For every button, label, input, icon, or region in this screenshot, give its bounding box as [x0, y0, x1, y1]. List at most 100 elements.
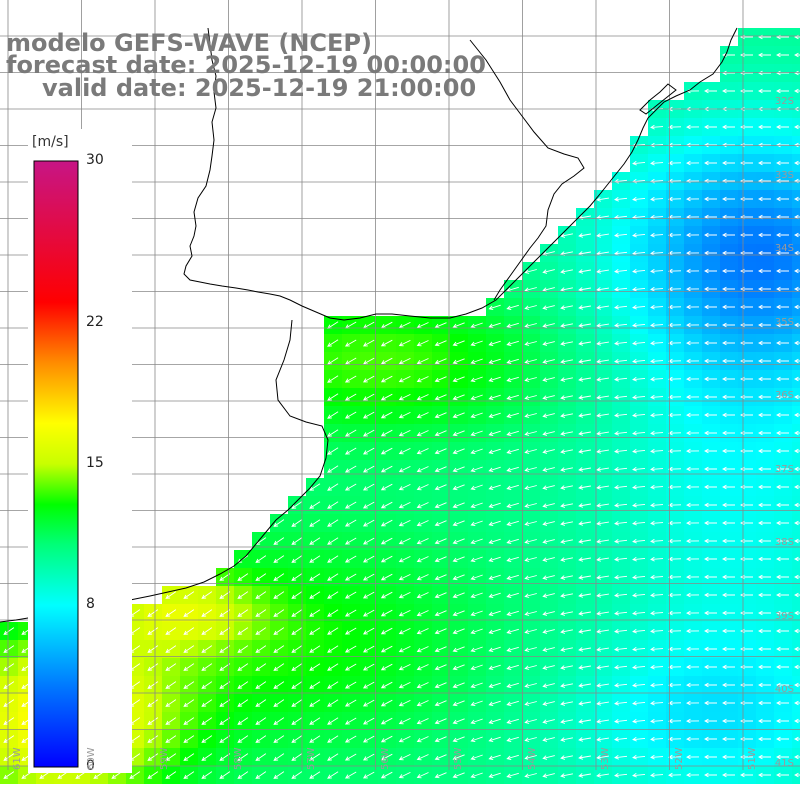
wind-arrow [722, 538, 735, 544]
wind-arrow [506, 484, 519, 490]
wind-arrow [524, 647, 537, 652]
wind-arrow [524, 323, 537, 328]
wind-arrow [668, 502, 682, 508]
wind-arrow [722, 268, 735, 274]
wind-arrow [722, 646, 735, 652]
wind-arrow [758, 124, 771, 130]
wind-arrow [686, 232, 700, 238]
wind-arrow [668, 412, 682, 418]
wind-arrow [344, 375, 357, 383]
wind-arrow [686, 574, 700, 580]
wind-arrow [632, 412, 646, 418]
wind-arrow [470, 340, 483, 347]
wind-arrow [416, 484, 429, 491]
wind-arrow [632, 340, 646, 346]
wind-arrow [452, 484, 465, 491]
latitude-label: 34S [774, 243, 794, 254]
wind-arrow [704, 628, 717, 634]
wind-arrow [291, 609, 303, 617]
wind-arrow [758, 412, 771, 418]
wind-arrow [596, 323, 609, 328]
wind-arrow [309, 591, 321, 599]
wind-arrow [309, 555, 321, 563]
wind-arrow [291, 555, 303, 563]
wind-arrow [255, 771, 267, 779]
wind-arrow [506, 448, 519, 454]
wind-arrow [560, 647, 573, 652]
wind-arrow [273, 555, 285, 563]
wind-arrow [488, 700, 501, 707]
wind-arrow [434, 718, 447, 725]
wind-arrow [380, 591, 393, 599]
wind-arrow [3, 627, 15, 635]
wind-arrow [560, 413, 573, 418]
wind-arrow [524, 557, 537, 562]
wind-arrow [470, 664, 483, 671]
wind-arrow [758, 448, 771, 454]
wind-arrow [398, 735, 411, 743]
wind-arrow [255, 681, 267, 689]
wind-arrow [686, 412, 700, 418]
wind-arrow [614, 665, 628, 670]
wind-arrow [560, 485, 573, 490]
wind-arrow [362, 717, 375, 725]
wind-arrow [273, 753, 285, 761]
wind-arrow [470, 448, 483, 455]
wind-arrow [488, 394, 501, 401]
wind-arrow [686, 736, 700, 742]
wind-arrow [165, 591, 177, 599]
wind-arrow [524, 575, 537, 580]
wind-arrow [614, 539, 628, 544]
wind-arrow [596, 611, 609, 616]
wind-arrow [794, 88, 800, 94]
wind-arrow [794, 304, 800, 310]
wind-arrow [309, 735, 321, 743]
wind-arrow [668, 340, 682, 346]
wind-arrow [273, 717, 285, 725]
wind-arrow [704, 592, 717, 598]
wind-arrow [309, 699, 321, 707]
longitude-label: 58W [232, 747, 244, 770]
wind-arrow [722, 700, 735, 706]
wind-arrow [632, 286, 646, 292]
wind-arrow [201, 609, 213, 617]
wind-arrow [722, 466, 735, 472]
wind-arrow [542, 323, 555, 328]
wind-arrow [542, 575, 555, 580]
wind-arrow [686, 610, 700, 616]
wind-arrow [596, 269, 609, 274]
wind-arrow [255, 573, 267, 581]
wind-arrow [398, 573, 411, 581]
wind-arrow [506, 718, 519, 724]
wind-arrow [722, 556, 735, 562]
wind-arrow [380, 519, 393, 527]
wind-arrow [704, 718, 717, 724]
wind-arrow [362, 501, 375, 509]
wind-arrow [542, 485, 555, 490]
wind-arrow [434, 376, 447, 383]
wind-arrow [668, 322, 682, 328]
wind-arrow [704, 664, 717, 670]
wind-arrow [291, 501, 303, 509]
wind-arrow [488, 592, 501, 599]
wind-arrow [344, 609, 357, 617]
wind-arrow [794, 268, 800, 274]
wind-arrow [327, 717, 339, 725]
longitude-label: 52W [673, 747, 685, 770]
wind-arrow [578, 413, 591, 418]
wind-arrow [776, 592, 789, 598]
wind-arrow [506, 358, 519, 364]
wind-arrow [434, 556, 447, 563]
wind-arrow [632, 772, 646, 778]
wind-arrow [506, 574, 519, 580]
wind-arrow [758, 322, 771, 328]
wind-arrow [668, 538, 682, 544]
wind-arrow [668, 700, 682, 706]
wind-arrow [183, 609, 195, 617]
wind-arrow [309, 645, 321, 653]
wind-arrow [794, 358, 800, 364]
wind-arrow [542, 395, 555, 400]
wind-arrow [344, 771, 357, 779]
wind-arrow [416, 754, 429, 761]
wind-arrow [596, 665, 609, 670]
